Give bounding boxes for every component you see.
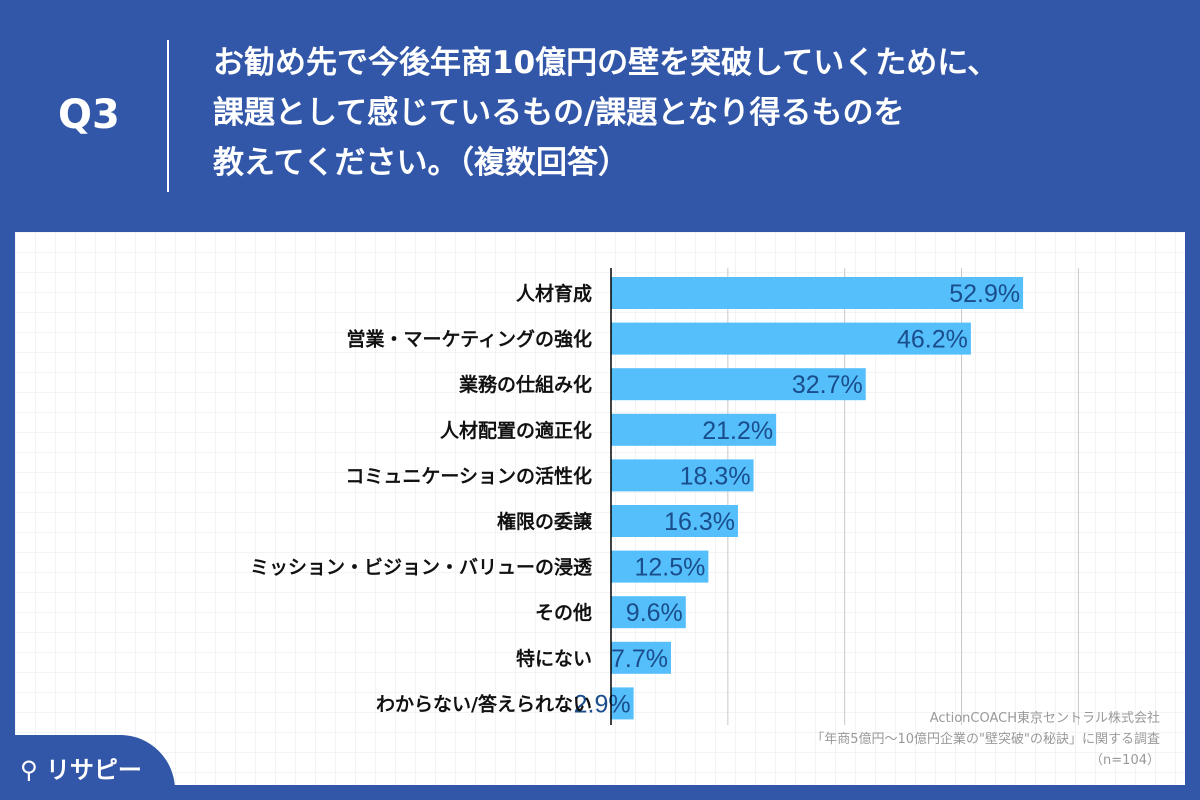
bar xyxy=(611,641,671,674)
data-label: 16.3% xyxy=(664,508,735,536)
data-label: 7.7% xyxy=(611,645,668,673)
bar xyxy=(611,505,738,537)
data-label: 46.2% xyxy=(897,326,968,354)
category-label: 営業・マーケティングの強化 xyxy=(347,328,592,351)
source-note: ActionCOACH東京セントラル株式会社 「年商5億円～10億円企業の"壁突… xyxy=(811,708,1160,771)
chart-panel xyxy=(15,232,1185,785)
category-label: 業務の仕組み化 xyxy=(458,373,592,396)
category-label: ミッション・ビジョン・バリューの浸透 xyxy=(250,557,593,579)
question-number: Q3 xyxy=(58,92,120,138)
data-label: 12.5% xyxy=(634,554,705,582)
category-label: コミュニケーションの活性化 xyxy=(345,464,592,487)
bar xyxy=(611,368,866,401)
data-label: 2.9% xyxy=(574,690,631,718)
bar xyxy=(611,550,709,583)
divider xyxy=(167,40,169,192)
question-text: お勧め先で今後年商10億円の壁を突破していくために、 課題として感じているもの/… xyxy=(213,45,999,181)
category-label: 権限の委譲 xyxy=(497,510,593,533)
source-line3: （n=104） xyxy=(1090,753,1160,768)
category-label: 特にない xyxy=(516,648,592,670)
data-label: 9.6% xyxy=(626,599,683,627)
logo: ⚲ リサピー xyxy=(20,750,142,785)
bar xyxy=(611,413,777,446)
logo-pin-icon: ⚲ xyxy=(20,756,38,784)
source-line1: ActionCOACH東京セントラル株式会社 xyxy=(929,711,1160,726)
bar xyxy=(611,322,971,355)
category-label: わからない/答えられない xyxy=(376,692,592,715)
category-label: 人材配置の適正化 xyxy=(440,419,592,442)
category-label: 人材育成 xyxy=(516,282,592,305)
data-label: 52.9% xyxy=(949,280,1020,308)
data-label: 18.3% xyxy=(680,462,751,490)
category-label: その他 xyxy=(535,601,592,624)
data-label: 21.2% xyxy=(702,417,773,445)
bar xyxy=(611,596,686,629)
bar xyxy=(611,459,754,492)
source-line2: 「年商5億円～10億円企業の"壁突破"の秘訣」に関する調査 xyxy=(811,732,1160,747)
logo-tab xyxy=(0,735,175,800)
bar xyxy=(611,687,634,720)
logo-text: リサピー xyxy=(45,756,142,784)
bar xyxy=(611,277,1024,309)
data-label: 32.7% xyxy=(792,371,863,399)
